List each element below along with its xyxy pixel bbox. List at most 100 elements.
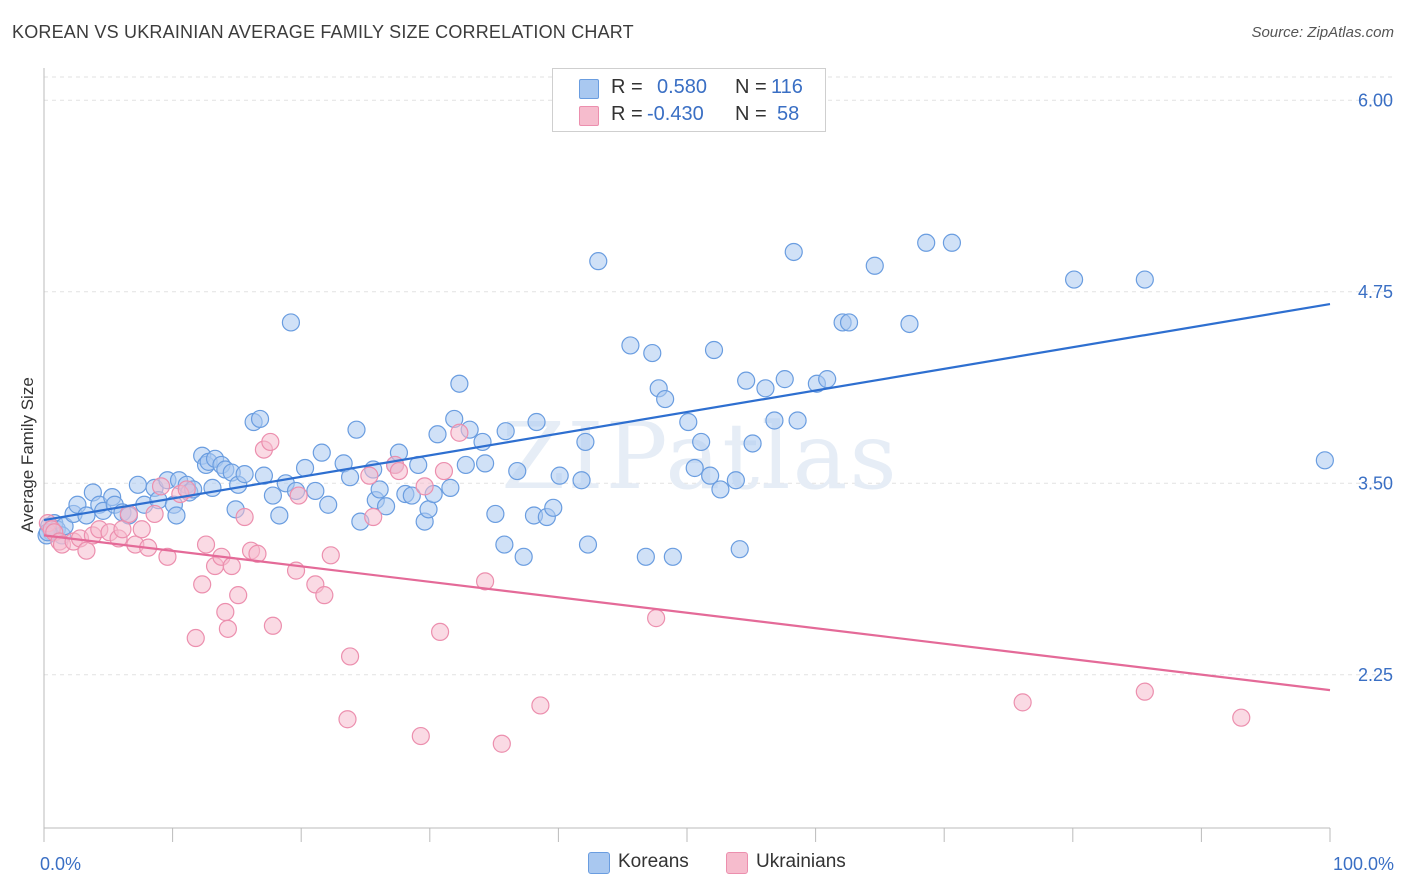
korean-point (475, 454, 495, 473)
korean-point (756, 379, 775, 398)
legend-koreans-swatch (588, 852, 610, 874)
korean-point (784, 242, 803, 262)
ukrainian-point (186, 628, 205, 648)
legend-koreans-label: Koreans (618, 851, 689, 872)
ukrainian-point (261, 432, 280, 452)
source-label: Source: ZipAtlas.com (1251, 24, 1394, 41)
korean-point (428, 425, 447, 444)
ukrainians-r-label: R = (611, 103, 643, 125)
korean-point (621, 336, 640, 355)
korean-point (589, 252, 608, 271)
korean-point (711, 480, 730, 499)
korean-point (235, 465, 254, 484)
ukrainian-point (450, 423, 469, 442)
korean-point (692, 432, 711, 452)
ukrainian-point (263, 616, 283, 635)
korean-point (312, 443, 331, 462)
grid-lines (44, 76, 1392, 676)
korean-point (456, 455, 475, 475)
ukrainian-point (218, 619, 237, 638)
korean-point (656, 389, 675, 409)
ukrainian-point (177, 480, 196, 499)
korean-point (496, 422, 515, 441)
ukrainian-point (113, 520, 132, 539)
legend-ukrainians-swatch (726, 852, 748, 874)
ukrainian-point (132, 520, 151, 539)
korean-point (576, 432, 595, 452)
y-tick-labels: 2.25 3.50 4.75 6.00 (1358, 90, 1393, 684)
koreans-r-value: 0.580 (657, 76, 708, 98)
korean-point (1315, 451, 1334, 470)
x-tick-label-min: 0.0% (40, 854, 81, 874)
ukrainian-point (248, 544, 267, 563)
ukrainian-point (145, 504, 164, 524)
korean-point (900, 314, 919, 334)
korean-point (726, 471, 745, 490)
korean-point (514, 547, 533, 566)
y-axis-label: Average Family Size (18, 377, 37, 533)
y-tick-label: 6.00 (1358, 90, 1393, 110)
korean-point (167, 506, 186, 525)
korean-point (636, 547, 655, 566)
korean-point (527, 412, 546, 432)
ukrainian-point (434, 461, 454, 481)
korean-point (250, 409, 270, 429)
korean-point (306, 481, 325, 501)
korean-point (263, 486, 283, 505)
korean-point (450, 374, 469, 393)
ukrainian-point (389, 461, 409, 481)
korean-point (347, 420, 366, 439)
ukrainian-point (338, 710, 357, 729)
korean-point (376, 497, 396, 516)
ukrainian-point (647, 609, 666, 628)
korean-point (743, 434, 762, 453)
korean-point (340, 468, 360, 487)
ukrainian-point (475, 572, 495, 591)
ukrainian-point (492, 734, 511, 753)
ukrainian-point (222, 556, 241, 576)
korean-point (685, 458, 704, 478)
ukrainians-trend-line (43, 534, 1331, 692)
ukrainians-points (38, 423, 1251, 753)
ukrainian-point (229, 586, 248, 605)
koreans-r-label: R = (611, 76, 643, 98)
korean-point (737, 371, 756, 390)
korean-point (775, 370, 794, 389)
korean-point (572, 471, 591, 490)
ukrainian-point (321, 546, 340, 565)
ukrainians-n-label: N = (735, 103, 767, 125)
koreans-n-label: N = (735, 76, 767, 98)
ukrainian-point (119, 504, 138, 524)
korean-point (402, 486, 421, 505)
trend-lines (43, 302, 1331, 692)
koreans-trend-line (43, 302, 1331, 522)
ukrainian-point (151, 477, 171, 496)
ukrainian-point (340, 647, 360, 666)
ukrainians-n-value: 58 (777, 103, 800, 125)
korean-point (281, 313, 301, 332)
korean-point (578, 535, 598, 554)
korean-point (917, 233, 936, 252)
watermark: ZIPatlas (501, 403, 898, 510)
ukrainian-point (360, 466, 379, 485)
korean-point (495, 535, 514, 554)
korean-point (730, 540, 749, 559)
korean-point (663, 547, 682, 566)
korean-point (839, 313, 859, 332)
korean-point (370, 480, 389, 499)
korean-point (1135, 270, 1154, 289)
ukrainian-point (158, 547, 177, 566)
ukrainian-point (1013, 693, 1032, 712)
korean-point (704, 340, 724, 360)
stats-row-koreans: R = 0.580 N = 116 (553, 74, 825, 100)
ukrainian-point (430, 622, 450, 642)
korean-point (128, 475, 147, 494)
ukrainian-point (415, 477, 434, 496)
korean-point (544, 498, 563, 517)
stats-row-ukrainians: R = -0.430 N = 58 (553, 101, 825, 127)
y-tick-label: 4.75 (1358, 282, 1393, 302)
ukrainian-point (216, 602, 235, 622)
ukrainian-point (1232, 708, 1251, 727)
korean-point (942, 233, 962, 252)
